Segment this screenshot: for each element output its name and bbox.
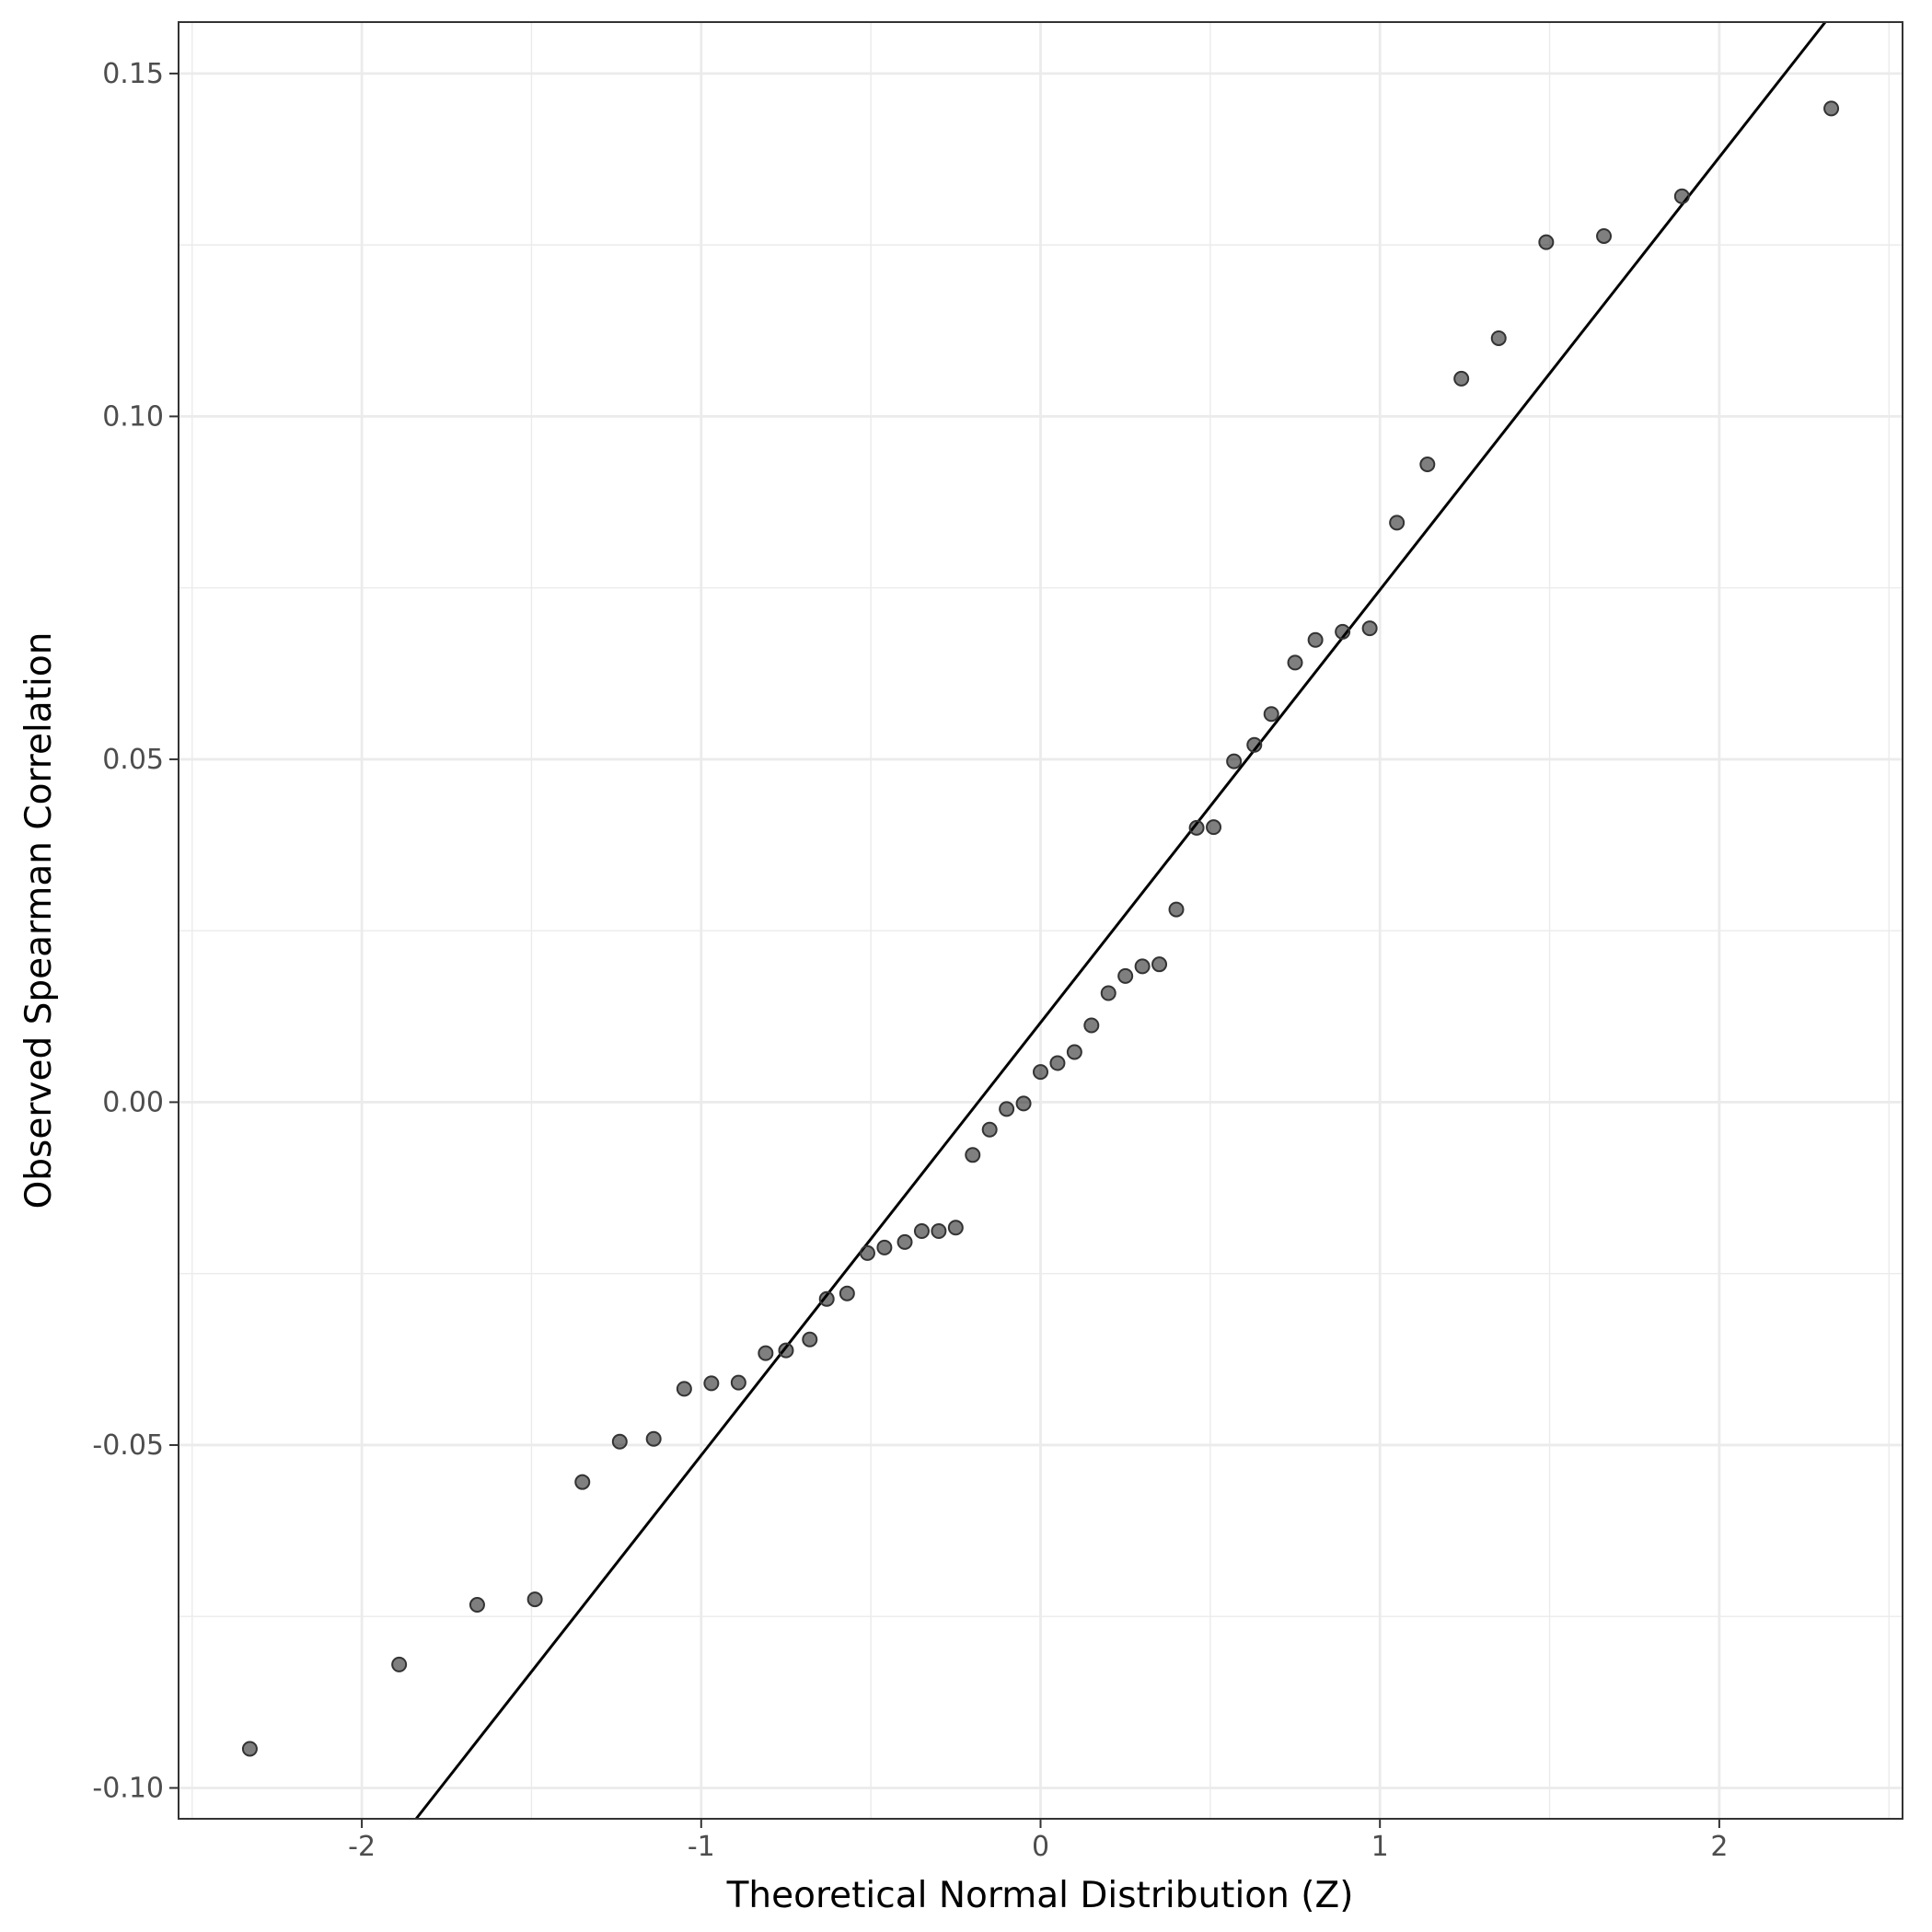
data-point [1033, 1064, 1048, 1081]
reference-line-layer [414, 21, 1827, 1820]
data-point [913, 1223, 930, 1240]
x-tick-label: 1 [1371, 1831, 1389, 1863]
data-point [1263, 706, 1279, 723]
x-tick-label: -2 [348, 1831, 376, 1863]
data-point [574, 1474, 591, 1490]
data-point [931, 1223, 947, 1240]
y-axis-title: Observed Spearman Correlation [18, 632, 60, 1209]
data-point [1066, 1044, 1082, 1060]
data-point [778, 1342, 794, 1359]
y-tick-label: -0.10 [92, 1772, 164, 1804]
data-point [999, 1101, 1015, 1117]
x-tick-label: -1 [688, 1831, 715, 1863]
y-tick-label: -0.05 [92, 1429, 164, 1462]
data-point [1538, 234, 1555, 250]
data-point [897, 1233, 913, 1250]
data-point [1206, 819, 1222, 836]
data-point [981, 1121, 998, 1138]
y-tick-label: 0.05 [102, 744, 164, 776]
data-point [1083, 1017, 1100, 1034]
data-point [1596, 227, 1613, 244]
data-point [839, 1285, 855, 1301]
data-points [241, 100, 1840, 1757]
data-point [1823, 100, 1840, 117]
data-point [526, 1591, 543, 1608]
data-point [391, 1656, 408, 1672]
data-point [611, 1433, 628, 1450]
x-axis-title: Theoretical Normal Distribution (Z) [726, 1875, 1354, 1916]
data-point [1453, 370, 1470, 387]
data-point [1151, 956, 1168, 973]
data-point [1134, 958, 1151, 975]
data-point [1673, 188, 1690, 204]
data-point [1246, 736, 1263, 753]
data-point [947, 1220, 964, 1236]
y-tick-label: 0.10 [102, 400, 164, 433]
data-point [1100, 985, 1116, 1001]
data-point [1335, 623, 1351, 640]
y-tick-label: 0.00 [102, 1086, 164, 1118]
data-point [730, 1374, 746, 1391]
data-point [758, 1345, 774, 1361]
data-point [859, 1244, 875, 1261]
major-gridlines [179, 22, 1903, 1819]
data-point [645, 1430, 662, 1447]
data-point [1188, 819, 1205, 836]
data-point [1226, 753, 1243, 769]
data-point [1117, 967, 1134, 984]
x-axis-ticks: -2 -1 0 1 2 [348, 1819, 1728, 1863]
data-point [1490, 330, 1507, 346]
data-point [1015, 1095, 1032, 1112]
data-point [1287, 654, 1303, 671]
data-point [469, 1597, 485, 1614]
x-tick-label: 0 [1032, 1831, 1049, 1863]
y-axis-ticks: -0.10 -0.05 0.00 0.05 0.10 0.15 [92, 58, 179, 1804]
data-point [241, 1741, 258, 1757]
data-point [703, 1375, 720, 1392]
data-point [876, 1239, 893, 1255]
data-point [1389, 515, 1406, 531]
y-tick-label: 0.15 [102, 58, 164, 90]
x-tick-label: 2 [1710, 1831, 1728, 1863]
data-point [965, 1147, 981, 1163]
data-point [818, 1290, 835, 1307]
data-point [1168, 901, 1185, 918]
data-point [1361, 620, 1378, 637]
data-point [1419, 457, 1436, 473]
reference-line [414, 21, 1827, 1820]
data-point [676, 1381, 692, 1397]
data-point [802, 1331, 818, 1348]
data-point [1307, 631, 1324, 648]
data-point [1049, 1055, 1066, 1071]
